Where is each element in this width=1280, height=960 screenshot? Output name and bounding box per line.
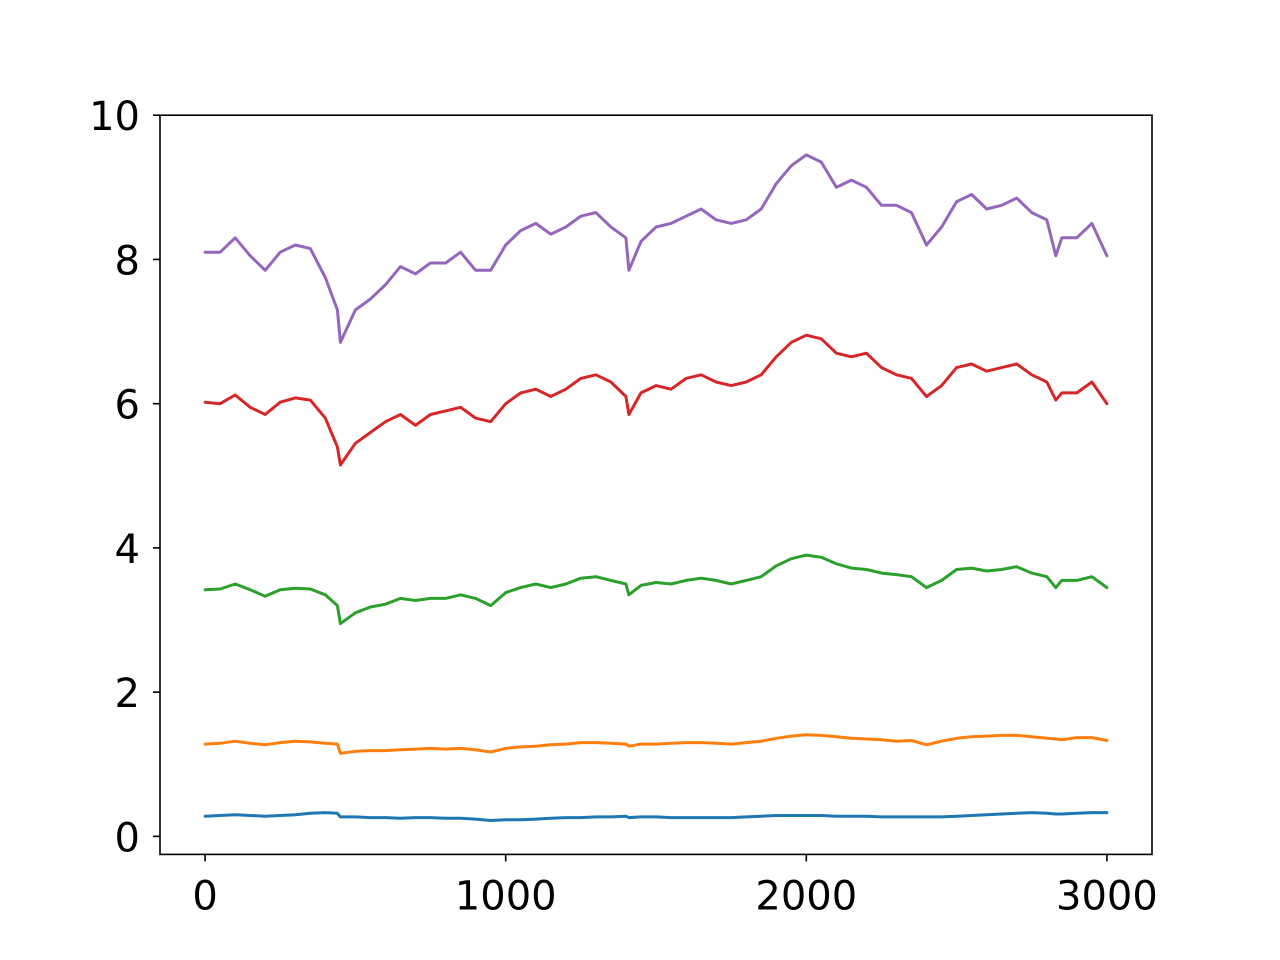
plot-frame <box>159 114 1153 856</box>
series-layer <box>203 153 1109 822</box>
x-tick-label: 1000 <box>455 873 557 919</box>
y-tick-label: 4 <box>115 527 140 573</box>
y-tick-label: 6 <box>115 383 140 429</box>
y-tick-label: 0 <box>115 815 140 861</box>
series-line-2 <box>203 733 1109 755</box>
y-tick-label: 2 <box>115 671 140 717</box>
x-axis: 0 1000 2000 3000 <box>192 854 1158 919</box>
y-tick-label: 8 <box>115 238 140 284</box>
series-line-4 <box>203 333 1109 467</box>
series-line-1 <box>203 811 1109 822</box>
y-tick-label: 10 <box>89 94 140 140</box>
series-line-5 <box>203 153 1109 344</box>
x-tick-label: 3000 <box>1056 873 1158 919</box>
x-tick-label: 0 <box>192 873 217 919</box>
x-tick-label: 2000 <box>755 873 857 919</box>
y-axis: 0 2 4 6 8 10 <box>89 94 160 861</box>
series-line-3 <box>203 553 1109 626</box>
